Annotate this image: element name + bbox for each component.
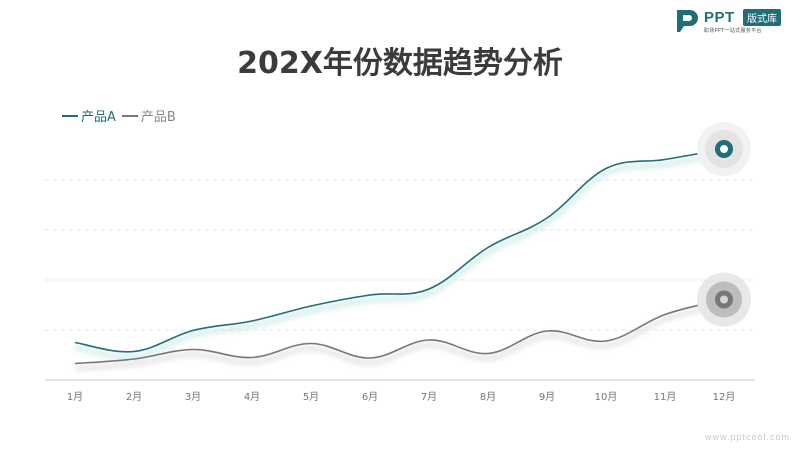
x-tick-label: 12月 <box>713 391 736 403</box>
grid-lines <box>45 179 755 331</box>
x-tick-label: 7月 <box>421 391 437 403</box>
legend-label-series-a: 产品A <box>81 110 116 125</box>
series-line-a <box>74 148 725 353</box>
x-tick-label: 8月 <box>480 391 496 403</box>
x-tick-label: 10月 <box>595 391 618 403</box>
series-line-b <box>74 298 725 365</box>
logo-badge: 版式库 <box>743 9 781 26</box>
end-marker-b <box>697 272 751 327</box>
brand-logo[interactable]: PPT 版式库 职场PPT一站式服务平台 <box>674 6 792 36</box>
series-lines <box>74 148 725 371</box>
chart-legend: 产品A 产品B <box>62 106 176 125</box>
series-shadow <box>74 152 725 359</box>
legend-label-series-b: 产品B <box>140 110 176 125</box>
series-shadow <box>74 302 725 371</box>
x-tick-label: 2月 <box>126 391 142 403</box>
x-tick-label: 1月 <box>67 391 83 403</box>
legend-swatch-series-a <box>62 114 78 117</box>
ppt-logo-icon <box>677 10 698 32</box>
x-tick-label: 6月 <box>362 391 378 403</box>
legend-swatch-series-b <box>121 114 138 117</box>
x-axis: 1月 2月 3月 4月 5月 6月 7月 8月 9月 10月 11月 12月 <box>45 379 755 403</box>
end-marker-a <box>697 122 751 176</box>
x-tick-label: 4月 <box>244 391 260 403</box>
x-tick-label: 11月 <box>654 391 677 403</box>
legend-item-series-b: 产品B <box>121 106 176 125</box>
end-markers <box>697 122 751 327</box>
logo-brand-text: PPT <box>704 9 735 26</box>
chart-title: 202X年份数据趋势分析 <box>237 46 563 81</box>
x-tick-label: 5月 <box>303 391 319 403</box>
x-tick-label: 9月 <box>539 391 555 403</box>
watermark: www.pptcool.com <box>704 432 790 442</box>
logo-slogan: 职场PPT一站式服务平台 <box>704 28 762 34</box>
x-tick-label: 3月 <box>185 391 201 403</box>
legend-item-series-a: 产品A <box>62 106 116 125</box>
